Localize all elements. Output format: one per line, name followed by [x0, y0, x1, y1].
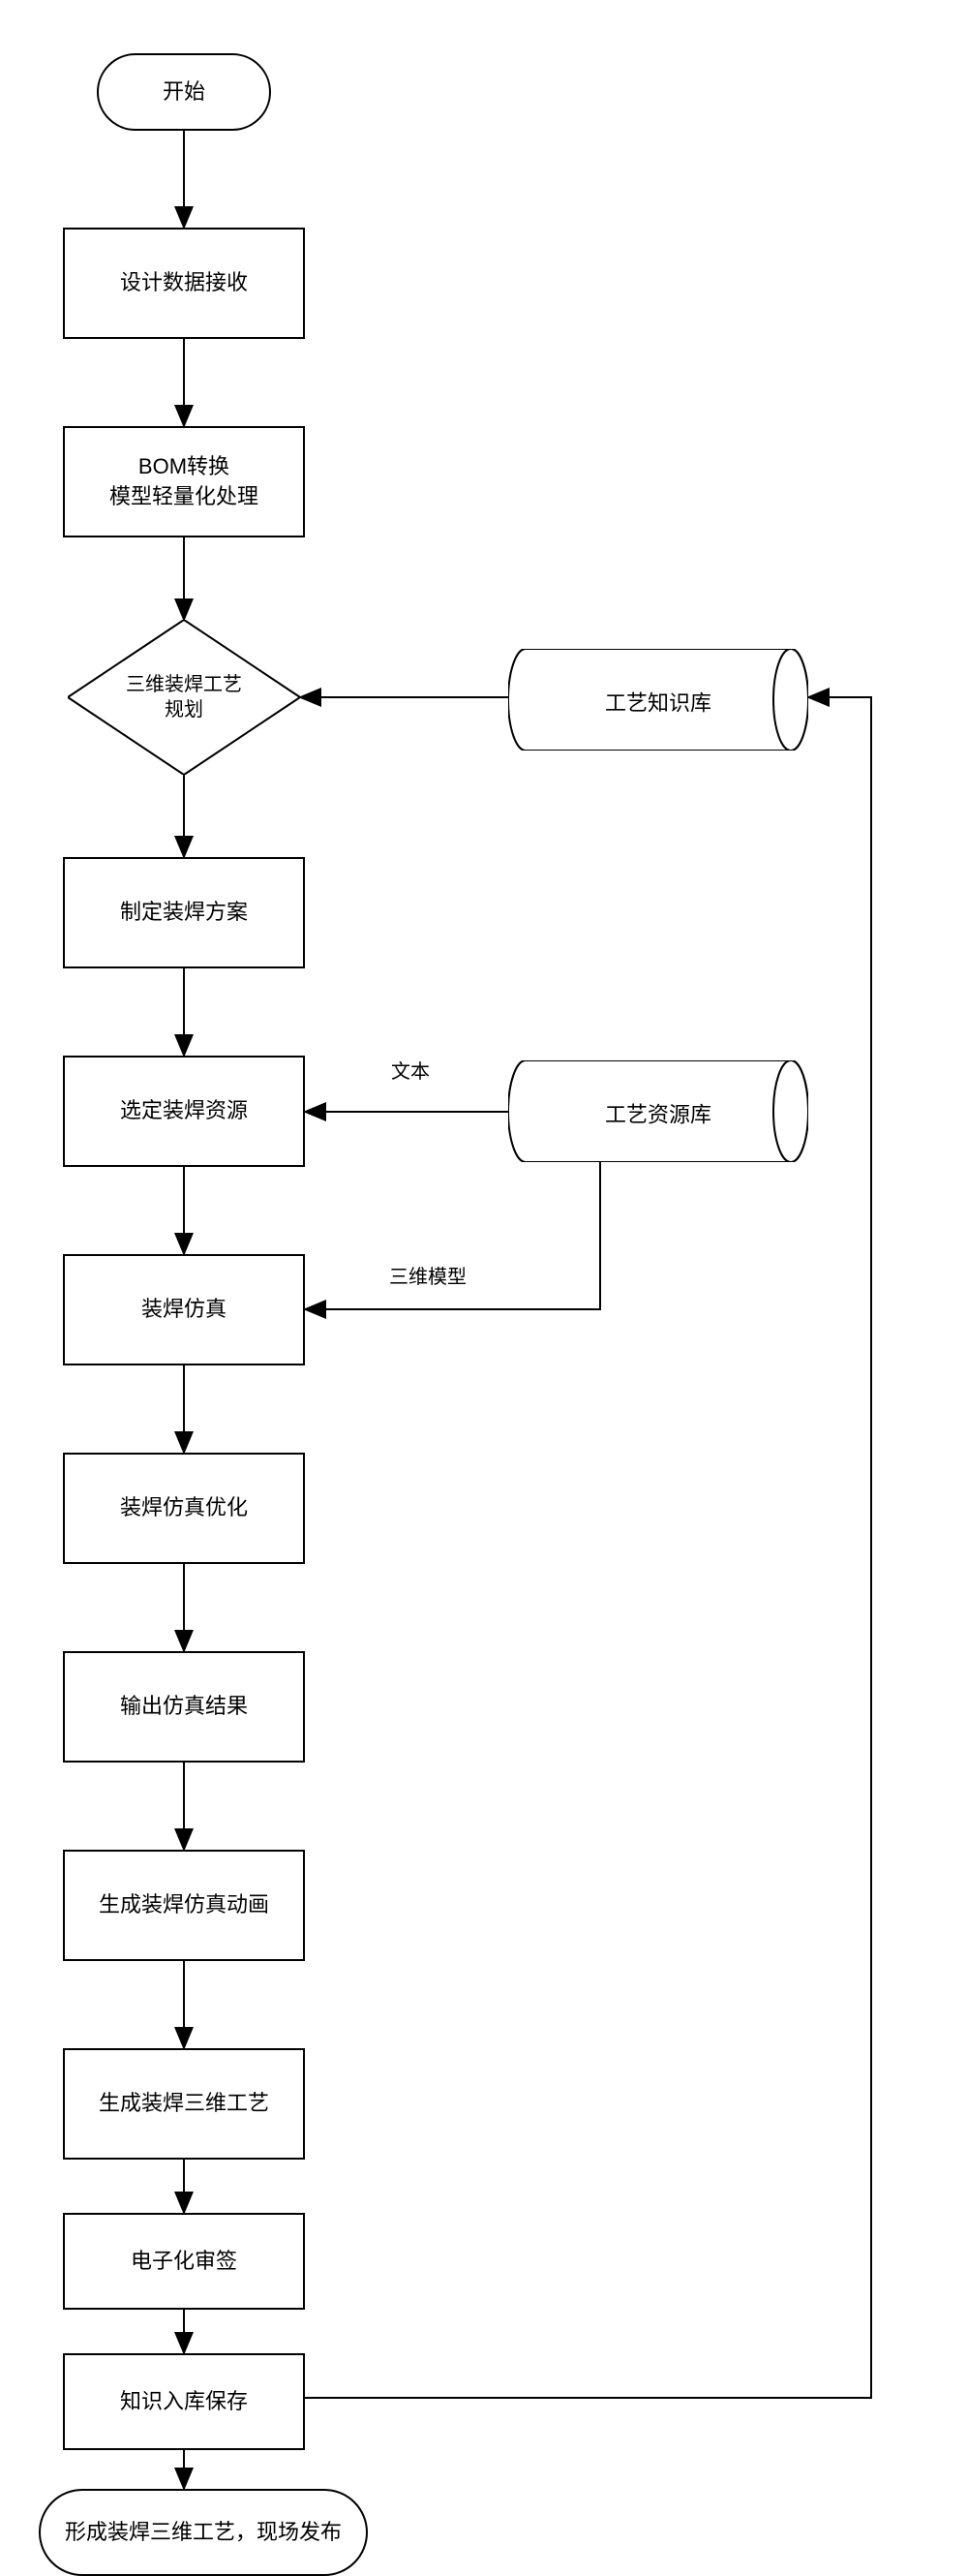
node-scheme: 制定装焊方案	[63, 857, 305, 968]
edge-label: 文本	[387, 1054, 434, 1086]
node-resource: 选定装焊资源	[63, 1056, 305, 1167]
node-recv: 设计数据接收	[63, 228, 305, 339]
node-save: 知识入库保存	[63, 2353, 305, 2450]
node-simopt: 装焊仿真优化	[63, 1453, 305, 1564]
node-simout: 输出仿真结果	[63, 1651, 305, 1763]
node-end: 形成装焊三维工艺，现场发布	[39, 2489, 368, 2576]
node-bom: BOM转换模型轻量化处理	[63, 426, 305, 537]
node-plan: 三维装焊工艺规划	[68, 620, 300, 775]
node-anim: 生成装焊仿真动画	[63, 1850, 305, 1961]
node-gen3d: 生成装焊三维工艺	[63, 2048, 305, 2160]
edge-label: 三维模型	[385, 1259, 470, 1291]
node-sim: 装焊仿真	[63, 1254, 305, 1365]
node-kb: 工艺知识库	[508, 649, 808, 751]
node-rb: 工艺资源库	[508, 1060, 808, 1162]
node-sign: 电子化审签	[63, 2213, 305, 2310]
node-start: 开始	[97, 53, 271, 131]
